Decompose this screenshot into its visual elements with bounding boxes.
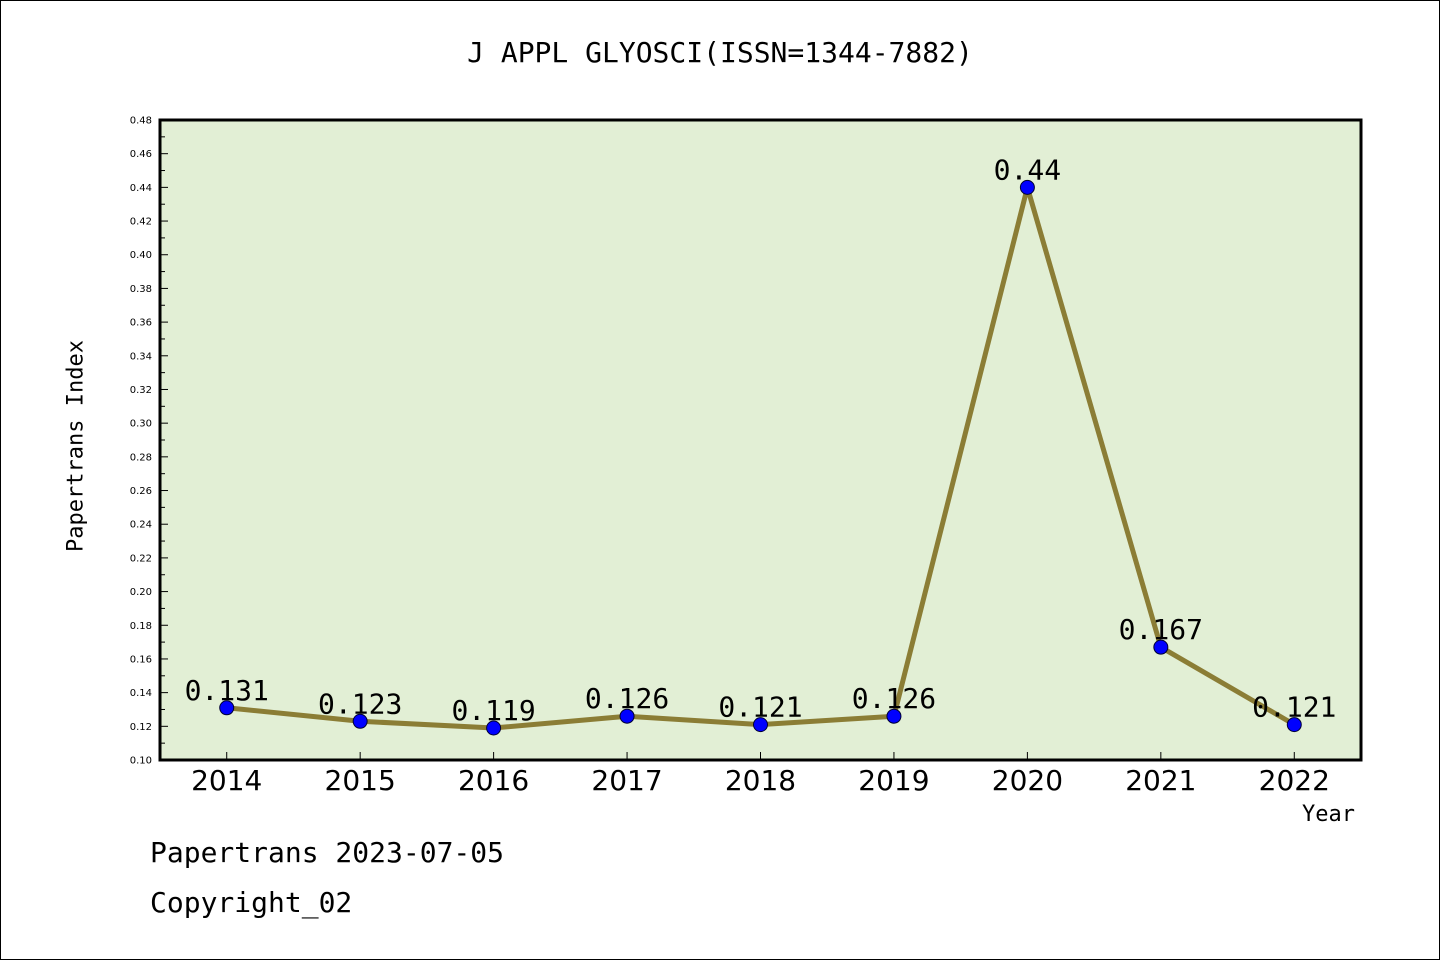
y-tick-label: 0.26 <box>130 486 152 497</box>
y-tick-label: 0.28 <box>130 452 152 463</box>
data-point <box>1153 639 1169 655</box>
data-point <box>753 717 768 733</box>
data-label: 0.123 <box>318 687 402 720</box>
y-tick-label: 0.24 <box>130 520 152 531</box>
plot-area <box>160 120 1361 760</box>
plot-border <box>158 118 1363 762</box>
data-point <box>1286 717 1302 733</box>
y-tick-label: 0.32 <box>130 385 152 396</box>
footer-copyright: Copyright_02 <box>150 886 353 919</box>
x-tick-label: 2018 <box>725 764 796 797</box>
x-tick-label: 2014 <box>191 764 262 797</box>
data-label: 0.126 <box>585 682 669 715</box>
data-label: 0.126 <box>852 682 936 715</box>
y-tick-label: 0.42 <box>130 217 152 228</box>
x-axis-label: Year <box>1302 802 1355 827</box>
data-label: 0.167 <box>1119 613 1203 646</box>
y-tick-label: 0.44 <box>130 183 152 194</box>
data-point <box>219 700 235 716</box>
data-point <box>352 713 368 729</box>
x-tick-label: 2020 <box>992 764 1063 797</box>
x-tick-label: 2021 <box>1125 764 1196 797</box>
chart-title: J APPL GLYOSCI(ISSN=1344-7882) <box>467 36 973 69</box>
y-tick-label: 0.14 <box>130 688 152 699</box>
y-tick-label: 0.10 <box>130 756 152 767</box>
y-tick-label: 0.30 <box>130 419 152 430</box>
x-tick-label: 2016 <box>458 764 529 797</box>
data-point <box>886 708 902 724</box>
y-tick-label: 0.48 <box>130 116 152 127</box>
y-tick-label: 0.12 <box>130 722 152 733</box>
y-tick-label: 0.34 <box>130 351 152 362</box>
x-tick-label: 2019 <box>858 764 929 797</box>
data-label: 0.121 <box>1252 691 1336 724</box>
x-tick-label: 2022 <box>1259 764 1330 797</box>
y-tick-label: 0.16 <box>130 654 152 665</box>
footer-date: Papertrans 2023-07-05 <box>150 836 505 869</box>
y-tick-label: 0.36 <box>130 318 152 329</box>
x-tick-label: 2017 <box>591 764 662 797</box>
data-point <box>486 720 502 736</box>
y-tick-label: 0.22 <box>130 553 152 564</box>
data-label: 0.44 <box>994 153 1061 186</box>
data-label: 0.121 <box>718 691 802 724</box>
y-tick-label: 0.46 <box>130 149 152 160</box>
data-point <box>619 708 635 724</box>
y-tick-label: 0.40 <box>130 250 152 261</box>
y-tick-label: 0.18 <box>130 621 152 632</box>
data-point <box>1019 179 1035 195</box>
x-tick-label: 2015 <box>325 764 396 797</box>
y-tick-label: 0.20 <box>130 587 152 598</box>
data-label: 0.119 <box>451 694 535 727</box>
y-tick-label: 0.38 <box>130 284 152 295</box>
data-label: 0.131 <box>185 674 269 707</box>
